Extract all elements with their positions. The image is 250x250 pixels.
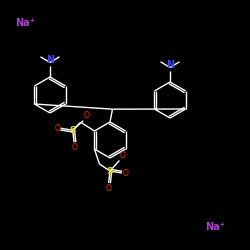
Text: O⁻: O⁻ — [120, 151, 130, 160]
Text: N: N — [166, 60, 174, 70]
Text: N: N — [46, 55, 54, 65]
Text: S: S — [70, 126, 76, 135]
Text: O: O — [122, 168, 128, 177]
Text: Na⁺: Na⁺ — [15, 18, 35, 28]
Text: Na⁺: Na⁺ — [205, 222, 225, 232]
Text: O: O — [71, 143, 77, 152]
Text: S: S — [107, 166, 113, 175]
Text: O: O — [106, 184, 112, 193]
Text: O⁻: O⁻ — [84, 111, 94, 120]
Text: O: O — [54, 124, 60, 133]
